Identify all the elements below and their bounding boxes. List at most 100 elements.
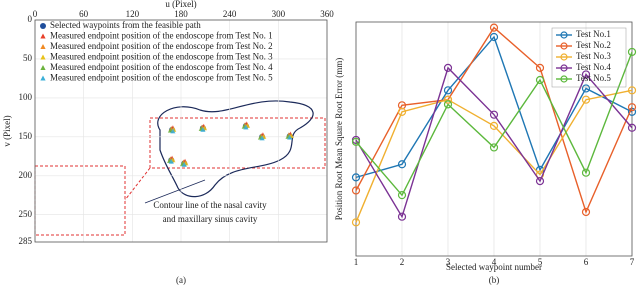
legend-marker bbox=[40, 65, 46, 70]
point bbox=[489, 143, 499, 152]
series-line bbox=[355, 51, 633, 197]
series-line bbox=[355, 35, 633, 179]
x-tick-label: 5 bbox=[538, 257, 543, 267]
zoom-region bbox=[149, 117, 326, 169]
caption: (b) bbox=[489, 275, 500, 285]
point bbox=[287, 134, 293, 140]
annotation-arrow bbox=[144, 179, 206, 204]
x-tick-label: 300 bbox=[272, 9, 286, 19]
x-tick-label: 0 bbox=[33, 9, 38, 19]
point bbox=[581, 84, 591, 93]
x-tick-label: 240 bbox=[223, 9, 237, 19]
point bbox=[581, 95, 591, 104]
point bbox=[581, 70, 591, 79]
legend-label: Measured endpoint position of the endosc… bbox=[50, 31, 273, 41]
point bbox=[627, 86, 637, 95]
point bbox=[489, 32, 499, 42]
point bbox=[489, 110, 499, 119]
series-line bbox=[355, 89, 633, 223]
point bbox=[181, 161, 187, 167]
point bbox=[397, 160, 407, 169]
legend-label: Measured endpoint position of the endosc… bbox=[50, 52, 273, 62]
point bbox=[489, 121, 499, 130]
point bbox=[535, 177, 545, 186]
point bbox=[627, 123, 637, 132]
legend-box bbox=[551, 27, 627, 88]
zoom-connector bbox=[124, 167, 151, 201]
x-tick-label: 120 bbox=[126, 9, 140, 19]
x-tick-label: 360 bbox=[320, 9, 334, 19]
point bbox=[443, 95, 453, 104]
point bbox=[443, 86, 453, 95]
x-axis-label: u (Pixel) bbox=[165, 0, 196, 9]
point bbox=[351, 137, 361, 146]
legend-label: Selected waypoints from the feasible pat… bbox=[50, 20, 201, 30]
point bbox=[259, 135, 265, 141]
legend-label: Measured endpoint position of the endosc… bbox=[50, 62, 273, 72]
point bbox=[397, 212, 407, 221]
point bbox=[351, 173, 361, 182]
y-tick-label: 150 bbox=[19, 131, 33, 141]
plot-frame bbox=[34, 19, 328, 243]
x-tick-label: 7 bbox=[630, 257, 635, 267]
x-tick-label: 3 bbox=[446, 257, 451, 267]
x-tick-label: 4 bbox=[492, 257, 497, 267]
x-tick-label: 1 bbox=[354, 257, 359, 267]
y-axis-label: Position Root Mean Square Root Error (mm… bbox=[334, 58, 344, 220]
legend-marker bbox=[560, 42, 568, 50]
point bbox=[535, 63, 545, 72]
x-tick-label: 180 bbox=[174, 9, 188, 19]
legend-label: Test No.5 bbox=[576, 73, 611, 83]
point bbox=[581, 207, 591, 217]
y-axis-label: v (Pixel) bbox=[2, 115, 12, 146]
legend-marker bbox=[40, 44, 46, 49]
x-axis-label: Selected waypoint number bbox=[446, 262, 542, 272]
point bbox=[627, 103, 637, 112]
point bbox=[351, 218, 361, 227]
y-tick-label: 100 bbox=[19, 92, 33, 102]
x-tick-label: 6 bbox=[584, 257, 589, 267]
legend-marker bbox=[40, 33, 46, 39]
point bbox=[443, 63, 453, 72]
point bbox=[200, 126, 206, 132]
x-tick-label: 60 bbox=[79, 9, 89, 19]
y-tick-label: 285 bbox=[19, 236, 33, 246]
caption: (a) bbox=[176, 275, 186, 285]
legend-label: Measured endpoint position of the endosc… bbox=[50, 41, 273, 51]
legend-label: Measured endpoint position of the endosc… bbox=[50, 73, 273, 83]
legend-marker bbox=[560, 31, 568, 39]
legend-marker bbox=[40, 75, 46, 81]
point bbox=[627, 47, 637, 57]
y-tick-label: 200 bbox=[19, 170, 33, 180]
legend-label: Test No.4 bbox=[576, 62, 611, 72]
y-tick-label: 50 bbox=[23, 53, 33, 63]
x-tick-label: 2 bbox=[400, 257, 405, 267]
annotation: Contour line of the nasal cavity bbox=[153, 200, 267, 210]
point bbox=[489, 23, 499, 32]
point bbox=[351, 186, 361, 195]
legend-marker bbox=[560, 75, 568, 83]
point bbox=[170, 128, 176, 134]
point bbox=[397, 107, 407, 116]
legend-marker bbox=[40, 23, 46, 29]
annotation: and maxillary sinus cavity bbox=[163, 214, 258, 224]
legend-marker bbox=[560, 64, 568, 72]
series-line bbox=[355, 66, 633, 219]
point bbox=[535, 75, 545, 85]
point bbox=[581, 168, 591, 177]
point bbox=[243, 124, 249, 130]
legend-label: Test No.3 bbox=[576, 51, 611, 61]
plot-frame bbox=[355, 21, 633, 257]
legend-label: Test No.1 bbox=[576, 29, 611, 39]
y-tick-label: 250 bbox=[19, 209, 33, 219]
point bbox=[168, 158, 174, 164]
inset-box bbox=[34, 165, 126, 236]
legend-label: Test No.2 bbox=[576, 40, 611, 50]
legend-marker bbox=[560, 53, 568, 61]
point bbox=[443, 100, 453, 109]
legend-marker bbox=[40, 54, 46, 60]
series-line bbox=[355, 26, 633, 214]
y-tick-label: 0 bbox=[28, 14, 33, 24]
